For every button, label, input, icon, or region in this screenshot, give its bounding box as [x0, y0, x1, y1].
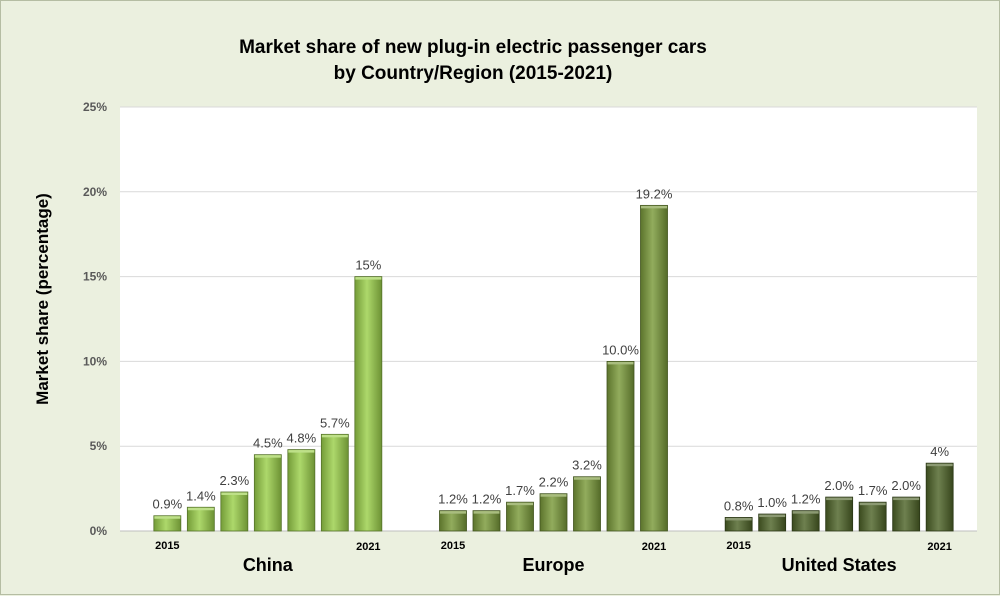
data-label: 1.2%	[438, 492, 468, 507]
group-label: China	[243, 555, 294, 575]
bar	[539, 493, 568, 532]
y-axis-label: Market share (percentage)	[33, 193, 52, 405]
bar-top-highlight	[826, 497, 853, 501]
y-tick-label: 25%	[83, 100, 107, 114]
bar	[253, 454, 282, 532]
bar	[153, 515, 182, 532]
bar-top-highlight	[926, 463, 953, 467]
end-year-label: 2021	[642, 541, 666, 553]
data-label: 4.5%	[253, 436, 283, 451]
start-year-label: 2015	[726, 540, 750, 552]
data-label: 5.7%	[320, 415, 350, 430]
data-label: 10.0%	[602, 342, 639, 357]
bar-top-highlight	[792, 511, 819, 514]
group-label: United States	[782, 555, 897, 575]
bar	[640, 204, 668, 532]
end-year-label: 2021	[356, 541, 380, 553]
data-label: 15%	[355, 258, 381, 273]
bar-top-highlight	[254, 455, 281, 458]
data-label: 19.2%	[636, 186, 673, 201]
bar-top-highlight	[893, 497, 920, 501]
bar	[573, 476, 601, 532]
bar	[186, 506, 215, 532]
data-label: 1.0%	[757, 495, 787, 510]
bar-top-highlight	[641, 205, 667, 209]
bar	[439, 510, 467, 532]
bar-top-highlight	[154, 516, 181, 519]
data-label: 0.8%	[724, 498, 754, 513]
bar-top-highlight	[187, 507, 214, 511]
bar-top-highlight	[574, 477, 600, 480]
bar	[506, 501, 534, 532]
y-axis-ticks: 0% 5% 10% 15% 20% 25%	[83, 100, 107, 538]
data-label: 0.9%	[153, 497, 183, 512]
data-label: 1.2%	[472, 492, 502, 507]
data-label: 2.0%	[824, 478, 854, 493]
bar	[724, 517, 753, 532]
plot-area	[120, 107, 977, 531]
bars	[153, 204, 954, 532]
chart-title-line-1: Market share of new plug-in electric pas…	[239, 37, 707, 58]
bar	[925, 462, 954, 532]
group-label: Europe	[522, 555, 584, 575]
start-year-label: 2015	[155, 540, 179, 552]
bar	[472, 510, 501, 532]
data-label: 1.4%	[186, 488, 216, 503]
bar-top-highlight	[725, 517, 752, 521]
bar-top-highlight	[221, 492, 248, 495]
data-labels: 0.9%1.4%2.3%4.5% 4.8%5.7%15%1.2% 1.2%1.7%2…	[153, 186, 950, 513]
end-year-label: 2021	[927, 541, 951, 553]
bar	[320, 433, 349, 532]
bar-top-highlight	[859, 502, 886, 506]
bar	[858, 501, 887, 532]
data-label: 4.8%	[287, 431, 317, 446]
bar-top-highlight	[473, 511, 500, 514]
data-label: 2.0%	[891, 478, 921, 493]
data-label: 1.2%	[791, 492, 821, 507]
bar	[825, 496, 854, 532]
bar	[287, 449, 316, 532]
x-axis-labels: 2015 2021 China 2015 2021 Europe 2015 2021 Unite…	[155, 540, 952, 575]
bar	[758, 513, 787, 532]
bar	[354, 276, 383, 532]
bar	[892, 496, 921, 532]
data-label: 2.2%	[539, 475, 569, 490]
bar-top-highlight	[507, 502, 533, 506]
y-tick-label: 5%	[90, 439, 108, 453]
bar-top-highlight	[440, 511, 466, 514]
bar	[606, 360, 635, 532]
data-label: 1.7%	[858, 483, 888, 498]
data-label: 1.7%	[505, 483, 535, 498]
bar-top-highlight	[759, 514, 786, 518]
bar-top-highlight	[288, 450, 315, 453]
y-tick-label: 15%	[83, 270, 107, 284]
bar-top-highlight	[607, 361, 634, 365]
data-label: 4%	[930, 444, 949, 459]
bar	[791, 510, 820, 532]
data-label: 2.3%	[220, 473, 250, 488]
start-year-label: 2015	[441, 540, 465, 552]
y-tick-label: 20%	[83, 185, 107, 199]
data-label: 3.2%	[572, 458, 602, 473]
y-tick-label: 0%	[90, 524, 108, 538]
bar-top-highlight	[540, 494, 567, 497]
bar-top-highlight	[321, 434, 348, 438]
bar-top-highlight	[355, 277, 382, 280]
chart-title-line-2: by Country/Region (2015-2021)	[334, 63, 613, 84]
y-tick-label: 10%	[83, 354, 107, 368]
bar	[220, 491, 249, 532]
